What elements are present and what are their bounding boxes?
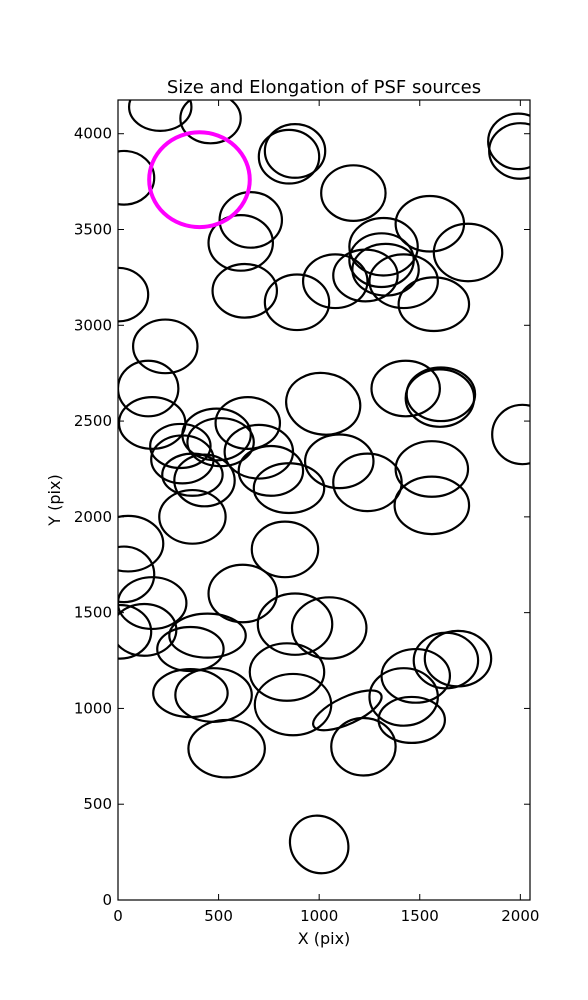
x-tick-label: 500 <box>204 907 233 925</box>
x-tick-label: 1000 <box>300 907 338 925</box>
psf-source-ellipse <box>412 631 480 690</box>
psf-source-ellipse <box>248 642 326 702</box>
sources-layer <box>118 100 530 875</box>
psf-source-ellipse <box>332 452 403 513</box>
y-tick-label: 2000 <box>74 508 112 526</box>
psf-source-ellipse <box>118 576 188 631</box>
psf-source-ellipse <box>312 689 383 732</box>
psf-source-ellipse <box>290 596 368 660</box>
psf-source-ellipse <box>488 122 530 180</box>
psf-source-ellipse <box>211 262 279 319</box>
psf-source-ellipse <box>491 403 530 466</box>
x-axis-label: X (pix) <box>298 929 351 948</box>
psf-source-ellipse <box>158 488 227 545</box>
psf-source-ellipse <box>257 128 321 185</box>
y-tick-label: 3500 <box>74 221 112 239</box>
psf-source-ellipse <box>404 368 476 428</box>
psf-source-ellipse <box>250 520 320 579</box>
psf-source-ellipse <box>214 396 282 450</box>
psf-source-ellipse <box>303 433 375 490</box>
y-axis-label: Y (pix) <box>45 474 64 526</box>
psf-source-ellipse <box>301 253 369 310</box>
psf-source-ellipse <box>423 629 493 688</box>
psf-source-ellipse <box>253 672 333 737</box>
psf-source-ellipse <box>380 647 452 704</box>
psf-source-ellipse <box>348 216 419 277</box>
psf-source-ellipse <box>152 668 229 719</box>
y-tick-label: 3000 <box>74 316 112 334</box>
psf-source-ellipse <box>186 417 255 468</box>
psf-source-ellipse <box>237 444 305 497</box>
psf-source-ellipse <box>394 194 466 253</box>
y-tick-label: 1500 <box>74 604 112 622</box>
psf-source-ellipse <box>405 366 477 423</box>
psf-source-ellipse <box>394 440 470 498</box>
psf-source-ellipse <box>368 253 439 310</box>
y-tick-label: 1000 <box>74 699 112 717</box>
chart-title: Size and Elongation of PSF sources <box>167 77 481 98</box>
x-tick-label: 0 <box>113 907 123 925</box>
y-tick-label: 4000 <box>74 125 112 143</box>
psf-source-ellipse <box>181 407 252 462</box>
psf-source-ellipse <box>118 514 165 573</box>
psf-source-ellipse <box>397 276 471 333</box>
psf-source-ellipse <box>288 814 350 875</box>
psf-source-ellipse <box>174 667 253 723</box>
x-tick-label: 2000 <box>501 907 539 925</box>
y-tick-label: 2500 <box>74 412 112 430</box>
highlight-ellipse <box>147 130 252 230</box>
psf-source-ellipse <box>118 149 156 206</box>
psf-source-ellipse <box>187 718 266 779</box>
psf-source-ellipse <box>285 371 362 436</box>
y-axis-ticks: 0 500 1000 1500 2000 2500 3000 3500 4000 <box>74 125 530 909</box>
psf-source-ellipse <box>131 318 199 375</box>
psf-source-ellipse <box>118 545 156 604</box>
psf-source-ellipse <box>320 164 387 222</box>
plot-frame <box>117 99 531 901</box>
psf-source-ellipse <box>118 602 178 657</box>
psf-source-ellipse <box>432 222 504 283</box>
psf-source-ellipse <box>207 214 275 272</box>
psf-source-ellipse <box>118 396 187 450</box>
psf-source-ellipse <box>370 359 441 418</box>
psf-source-ellipse <box>223 423 295 480</box>
psf-source-ellipse <box>256 592 334 656</box>
psf-source-ellipse <box>156 625 225 673</box>
psf-source-ellipse <box>149 422 212 470</box>
y-tick-label: 500 <box>83 795 112 813</box>
psf-source-ellipse <box>263 273 331 332</box>
psf-source-ellipse <box>118 266 150 323</box>
x-tick-label: 1500 <box>401 907 439 925</box>
psf-source-ellipse <box>377 695 446 745</box>
psf-source-ellipse <box>118 359 180 418</box>
highlight-layer <box>147 130 252 230</box>
psf-source-ellipse <box>168 612 247 659</box>
psf-source-ellipse <box>330 716 397 777</box>
psf-source-ellipse <box>127 100 193 132</box>
psf-source-ellipse <box>218 191 284 249</box>
psf-source-ellipse <box>487 112 530 171</box>
psf-source-ellipse <box>252 462 326 515</box>
psf-source-ellipse <box>179 100 242 145</box>
psf-source-ellipse <box>393 475 471 536</box>
x-axis-ticks: 0 500 1000 1500 2000 <box>113 100 539 925</box>
psf-source-ellipse <box>118 603 153 660</box>
psf-source-ellipse <box>207 563 279 624</box>
y-tick-label: 0 <box>102 891 112 909</box>
psf-source-ellipse <box>263 123 327 179</box>
